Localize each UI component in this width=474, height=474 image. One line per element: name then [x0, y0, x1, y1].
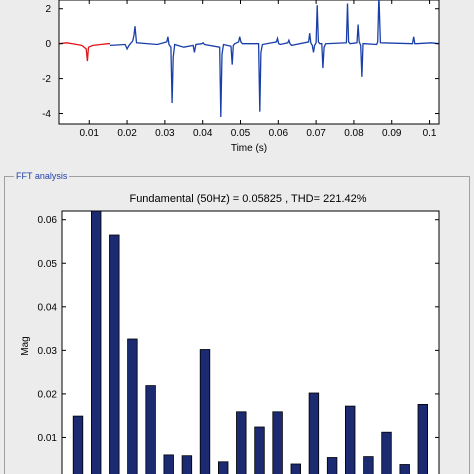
time-domain-chart: 0.01 0.02 0.03 0.04 0.05 0.06 0.07 0.08 0.09 0.1 2…: [42, 0, 440, 154]
fft-bar: [163, 454, 174, 474]
fft-chart: Fundamental (50Hz) = 0.05825 , THD= 221.…: [20, 193, 440, 474]
time-x-tick-label: 0.04: [193, 128, 213, 139]
time-xlabel: Time (s): [231, 143, 267, 154]
fft-bar: [109, 234, 120, 474]
time-x-tick-label: 0.09: [382, 128, 402, 139]
fft-bar: [199, 349, 211, 474]
time-y-tick-label: -2: [42, 74, 51, 85]
fft-y-tick-label: 0.02: [38, 389, 58, 400]
time-x-tick-label: 0.05: [231, 128, 251, 139]
fft-y-tick-label: 0.04: [38, 302, 58, 313]
fft-y-tick-label: 0.03: [38, 346, 58, 357]
fft-bar: [254, 426, 265, 474]
fft-bar: [381, 431, 392, 474]
fft-frame-right: [469, 176, 470, 474]
fft-ylabel: Mag: [20, 336, 31, 355]
time-x-tick-label: 0.02: [117, 128, 137, 139]
fft-bar: [72, 415, 84, 474]
time-x-tick-label: 0.08: [344, 128, 364, 139]
time-domain-panel: 0.01 0.02 0.03 0.04 0.05 0.06 0.07 0.08 0.09 0.1 2…: [0, 0, 474, 160]
fft-bar: [272, 411, 283, 474]
time-x-tick-label: 0.03: [155, 128, 175, 139]
time-x-tick-label: 0.06: [269, 128, 289, 139]
fft-bar: [181, 455, 193, 474]
fft-title: Fundamental (50Hz) = 0.05825 , THD= 221.…: [129, 193, 366, 205]
fft-plot-area: [61, 210, 440, 474]
time-series-before: [58, 42, 110, 62]
fft-frame-left: [4, 176, 5, 474]
fft-bar: [399, 464, 410, 474]
time-y-tick-label: -4: [42, 109, 51, 120]
fft-bar: [417, 403, 429, 474]
fft-y-tick-label: 0.06: [38, 215, 58, 226]
time-y-tick-label: 2: [45, 4, 51, 15]
fft-bar: [290, 463, 302, 474]
fft-panel-label: FFT analysis: [14, 171, 70, 181]
fft-y-tick-label: 0.01: [38, 433, 58, 444]
fft-y-tick-label: 0.05: [38, 259, 58, 270]
fft-bar: [145, 385, 156, 474]
time-y-tick-label: 0: [45, 39, 51, 50]
time-x-tick-label: 0.01: [80, 128, 100, 139]
time-plot-area: [58, 0, 440, 125]
fft-frame-top: [4, 176, 470, 177]
fft-bar: [326, 457, 338, 474]
fft-bar: [236, 411, 247, 474]
fft-bar: [127, 338, 138, 474]
time-x-tick-label: 0.1: [423, 128, 437, 139]
fft-bar: [91, 210, 102, 474]
fft-bar: [344, 405, 356, 474]
fft-bar: [308, 392, 320, 474]
fft-panel: FFT analysis Fundamental (50Hz) = 0.0582…: [0, 160, 474, 474]
fft-bar: [363, 456, 374, 474]
fft-bar: [217, 461, 229, 474]
time-x-tick-label: 0.07: [306, 128, 326, 139]
time-series-after: [109, 0, 440, 118]
